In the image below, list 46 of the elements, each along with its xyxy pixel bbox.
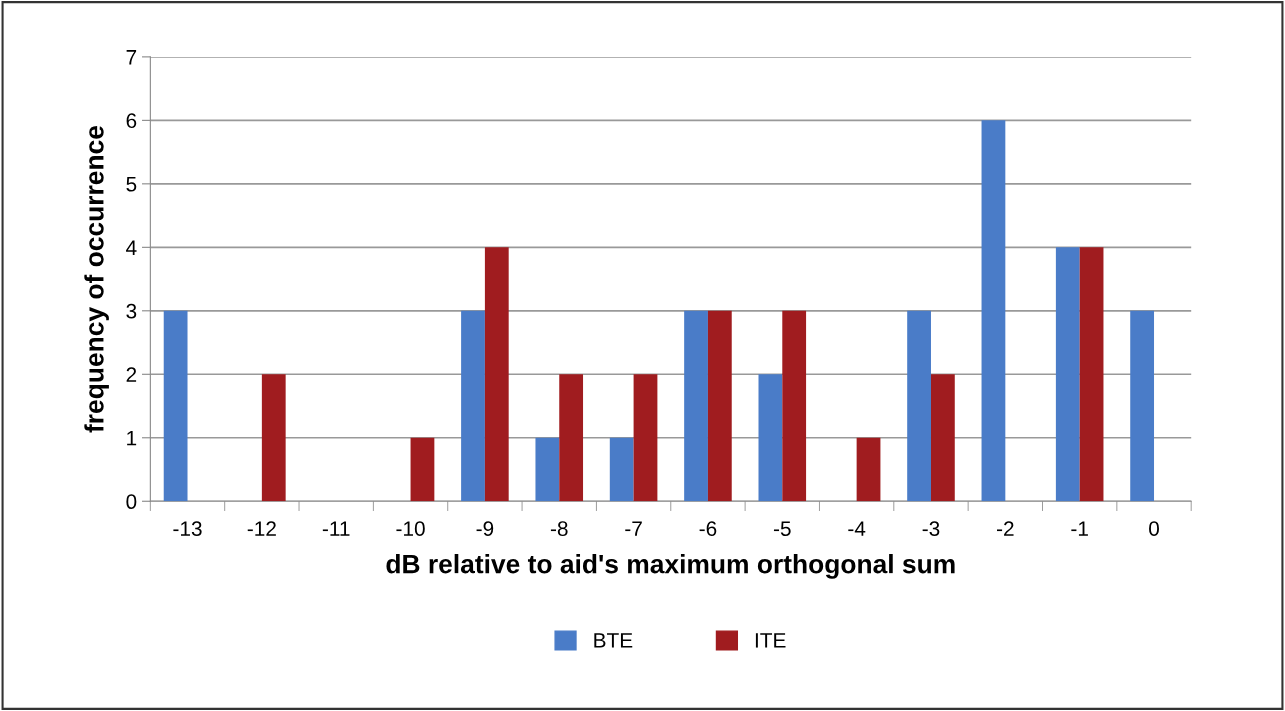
bar	[930, 374, 955, 502]
bar	[633, 374, 658, 502]
bar	[1130, 310, 1155, 502]
bar	[707, 310, 732, 502]
bar	[410, 437, 435, 502]
y-tick-label: 4	[126, 240, 137, 255]
x-tick-label: 0	[1149, 521, 1159, 536]
bar	[609, 437, 634, 502]
y-tick-label: 3	[126, 303, 137, 319]
bar	[535, 437, 560, 502]
x-tick-label: -2	[996, 521, 1014, 536]
x-tick-label: -6	[699, 521, 717, 536]
bar	[758, 374, 783, 502]
y-tick-label: 5	[126, 177, 137, 192]
x-tick-label: -8	[550, 521, 568, 536]
y-axis-title: frequency of occurrence	[84, 125, 109, 433]
legend-label: ITE	[755, 633, 786, 648]
bar	[261, 374, 286, 502]
x-tick-label: -11	[322, 521, 350, 536]
x-tick-label: -1	[1071, 521, 1088, 536]
x-axis-title: dB relative to aid's maximum orthogonal sum	[386, 554, 955, 579]
bar	[907, 310, 931, 502]
bar	[461, 310, 485, 502]
x-tick-label: -4	[848, 521, 866, 536]
bar	[484, 247, 509, 502]
y-tick-label: 7	[126, 50, 137, 65]
y-tick-label: 2	[126, 367, 137, 382]
x-tick-label: -5	[773, 521, 791, 536]
legend-label: BTE	[594, 633, 633, 648]
y-tick-label: 0	[126, 494, 137, 510]
x-tick-label: -13	[173, 521, 202, 536]
bar	[856, 437, 881, 502]
x-tick-label: -7	[625, 521, 642, 536]
bar	[163, 310, 188, 502]
x-tick-label: -3	[922, 521, 940, 536]
x-tick-label: -12	[247, 521, 276, 536]
bar	[684, 310, 708, 502]
bar	[1055, 247, 1080, 502]
bar	[981, 120, 1006, 502]
y-tick-label: 6	[126, 113, 137, 129]
x-tick-label: -10	[396, 521, 425, 536]
x-tick-label: -9	[476, 521, 494, 536]
bar	[782, 310, 807, 502]
y-tick-label: 1	[127, 430, 137, 446]
bar	[1079, 247, 1104, 502]
bar	[559, 374, 584, 502]
